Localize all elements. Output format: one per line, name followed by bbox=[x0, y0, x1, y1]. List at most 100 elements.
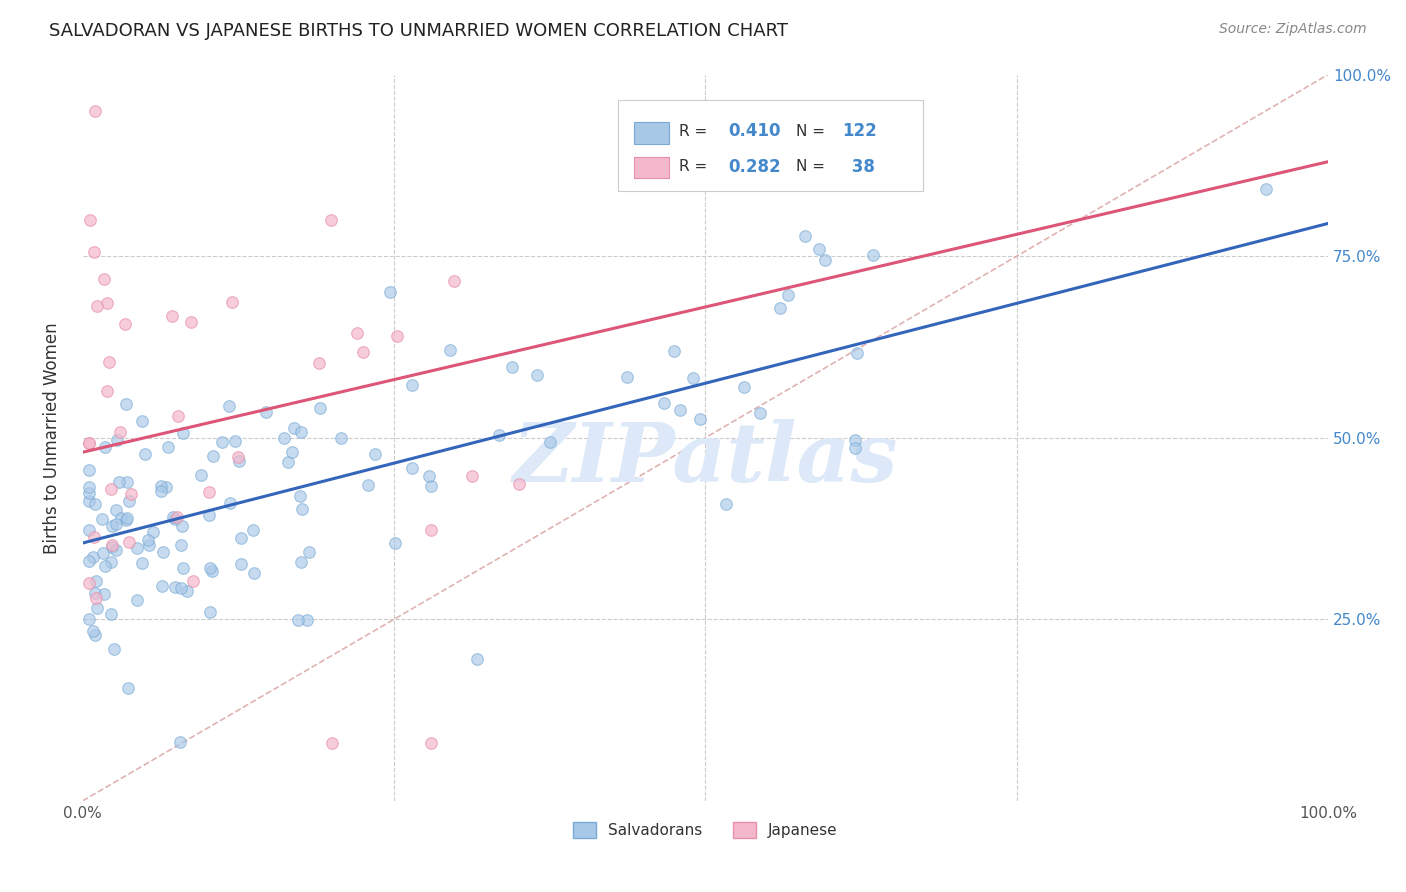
Point bbox=[115, 475, 138, 490]
Point bbox=[94, 559, 117, 574]
Point bbox=[77, 463, 100, 477]
Point bbox=[364, 446, 387, 460]
Point bbox=[110, 511, 132, 525]
Point bbox=[321, 736, 343, 750]
Point bbox=[176, 583, 198, 598]
Point bbox=[420, 479, 443, 493]
Point bbox=[105, 503, 128, 517]
Point bbox=[77, 554, 100, 568]
Point bbox=[127, 593, 149, 607]
Point bbox=[93, 587, 115, 601]
Point bbox=[120, 487, 142, 501]
Point bbox=[115, 512, 138, 526]
Point bbox=[100, 482, 122, 496]
Point bbox=[83, 530, 105, 544]
Point bbox=[150, 578, 173, 592]
Point bbox=[283, 421, 305, 435]
Text: 38: 38 bbox=[846, 158, 875, 176]
Point bbox=[169, 538, 191, 552]
Text: N =: N = bbox=[796, 160, 830, 174]
Point bbox=[733, 380, 755, 394]
Point bbox=[86, 601, 108, 615]
Point bbox=[380, 285, 402, 299]
Point bbox=[242, 566, 264, 580]
Point bbox=[180, 315, 202, 329]
Point bbox=[749, 406, 772, 420]
Point bbox=[162, 509, 184, 524]
Point bbox=[226, 450, 249, 464]
Point bbox=[298, 545, 321, 559]
Point bbox=[357, 478, 380, 492]
Point bbox=[96, 384, 118, 398]
Point bbox=[160, 309, 183, 323]
Point bbox=[844, 441, 866, 455]
Point bbox=[84, 497, 107, 511]
Point bbox=[142, 524, 165, 539]
Point bbox=[77, 486, 100, 500]
Point bbox=[211, 435, 233, 450]
Point bbox=[84, 574, 107, 589]
Point bbox=[197, 508, 219, 523]
Point bbox=[105, 543, 128, 558]
Text: ZIPatlas: ZIPatlas bbox=[513, 419, 898, 500]
Point bbox=[808, 242, 831, 256]
Point bbox=[170, 518, 193, 533]
Point bbox=[662, 343, 685, 358]
Point bbox=[114, 317, 136, 331]
Point bbox=[295, 613, 318, 627]
Point bbox=[488, 428, 510, 442]
Point bbox=[401, 460, 423, 475]
Point bbox=[224, 434, 246, 449]
Point bbox=[152, 544, 174, 558]
Point bbox=[77, 523, 100, 537]
Point bbox=[280, 445, 302, 459]
Point bbox=[181, 574, 204, 588]
Y-axis label: Births to Unmarried Women: Births to Unmarried Women bbox=[44, 322, 60, 554]
Point bbox=[439, 343, 461, 357]
Text: 122: 122 bbox=[842, 122, 877, 140]
Text: R =: R = bbox=[679, 124, 713, 138]
Point bbox=[98, 355, 121, 369]
Point bbox=[321, 212, 343, 227]
Point bbox=[93, 546, 115, 560]
Point bbox=[461, 469, 484, 483]
Point bbox=[165, 512, 187, 526]
Text: 0.410: 0.410 bbox=[728, 122, 780, 140]
Point bbox=[138, 533, 160, 547]
Point bbox=[77, 494, 100, 508]
Point bbox=[200, 564, 222, 578]
Point bbox=[108, 475, 131, 489]
Point bbox=[291, 502, 314, 516]
Point bbox=[138, 538, 160, 552]
Point bbox=[467, 652, 489, 666]
Point bbox=[401, 378, 423, 392]
Point bbox=[287, 613, 309, 627]
Point bbox=[169, 735, 191, 749]
Point bbox=[96, 296, 118, 310]
Point bbox=[198, 605, 221, 619]
Point bbox=[165, 580, 187, 594]
Point bbox=[420, 736, 443, 750]
Point bbox=[420, 524, 443, 538]
Point bbox=[118, 534, 141, 549]
Point bbox=[83, 586, 105, 600]
Point bbox=[103, 642, 125, 657]
Point bbox=[82, 549, 104, 564]
Point bbox=[172, 560, 194, 574]
Text: 0.282: 0.282 bbox=[728, 158, 780, 176]
Point bbox=[308, 356, 330, 370]
Point bbox=[149, 479, 172, 493]
Point bbox=[149, 484, 172, 499]
Point bbox=[131, 414, 153, 428]
Point bbox=[384, 535, 406, 549]
Point bbox=[86, 300, 108, 314]
Point bbox=[221, 295, 243, 310]
Point bbox=[346, 326, 368, 340]
Point bbox=[108, 425, 131, 440]
Point bbox=[166, 409, 188, 423]
Point bbox=[1254, 182, 1277, 196]
Point bbox=[231, 557, 253, 571]
Point bbox=[107, 433, 129, 447]
Text: N =: N = bbox=[796, 124, 830, 138]
Point bbox=[309, 401, 332, 415]
